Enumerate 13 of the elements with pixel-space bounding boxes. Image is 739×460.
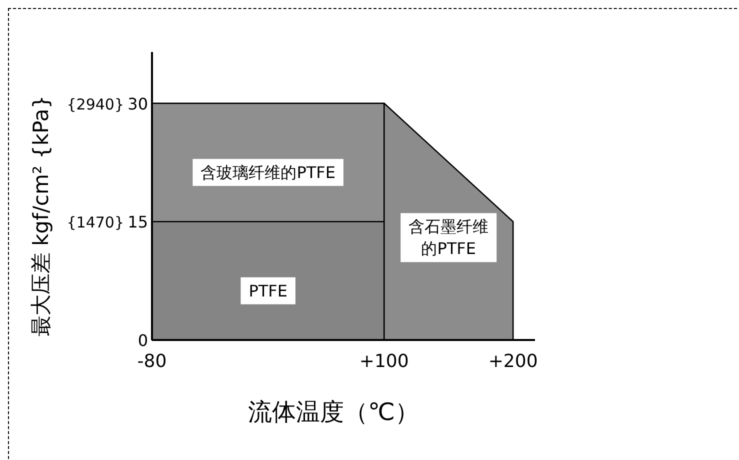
series-label: 含玻璃纤维的PTFE [200, 162, 336, 182]
y-tick-label: 15 [128, 212, 148, 232]
y2-axis-title: 最大压差 kgf/cm² {kPa} [29, 95, 53, 337]
y-tick-label: 30 [128, 94, 148, 114]
y2-tick-label: {1470} [66, 214, 124, 232]
series-label: PTFE [248, 281, 288, 300]
x-tick-label: -80 [137, 351, 167, 372]
y-tick-label: 0 [138, 331, 148, 350]
y2-tick-label: {2940} [66, 95, 124, 114]
x-tick-label: +100 [359, 351, 409, 372]
series-label: 含石墨纤维的PTFE [408, 217, 489, 258]
x-tick-label: +200 [488, 351, 538, 372]
x-axis-title: 流体温度（℃） [248, 398, 419, 426]
